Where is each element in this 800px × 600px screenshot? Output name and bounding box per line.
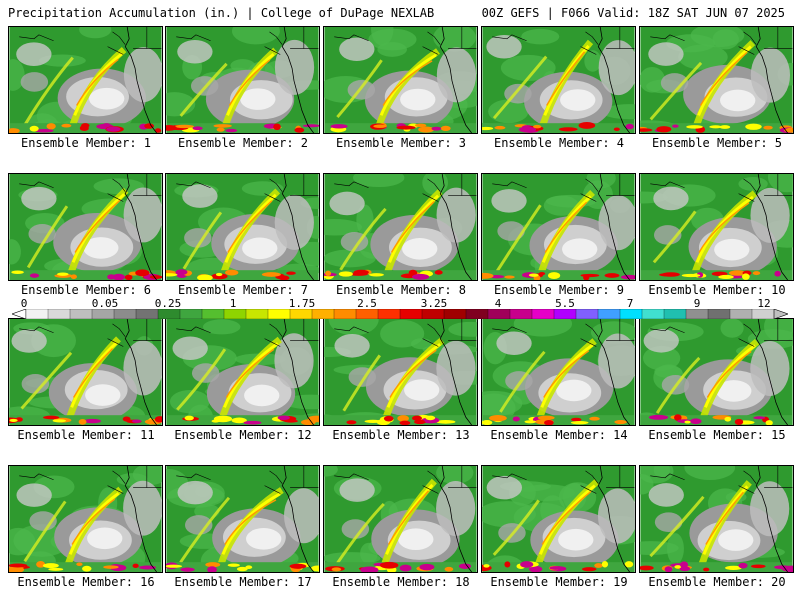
ensemble-panel	[639, 465, 794, 573]
ensemble-panel	[323, 318, 478, 426]
ensemble-member-label: Ensemble Member: 9	[493, 283, 625, 297]
precip-map	[323, 465, 478, 573]
precip-map	[639, 318, 794, 426]
ensemble-member-label: Ensemble Member: 15	[648, 428, 786, 442]
precip-map	[8, 26, 163, 134]
header: Precipitation Accumulation (in.) | Colle…	[0, 0, 800, 22]
ensemble-panel	[323, 465, 478, 573]
ensemble-panel	[481, 318, 636, 426]
precip-map	[481, 26, 636, 134]
ensemble-member-label: Ensemble Member: 13	[332, 428, 470, 442]
colorbar-tick-label: 0.05	[91, 297, 119, 310]
ensemble-member-label: Ensemble Member: 8	[335, 283, 467, 297]
colorbar-tick-label: 3.25	[420, 297, 448, 310]
precip-colorbar: 0 0.05 0.25 1 1.75 2.5 3.25 4 5.5 7 9 12	[12, 297, 788, 321]
ensemble-member-label: Ensemble Member: 10	[648, 283, 786, 297]
ensemble-member-label: Ensemble Member: 18	[332, 575, 470, 589]
ensemble-member-label: Ensemble Member: 20	[648, 575, 786, 589]
ensemble-member-label: Ensemble Member: 4	[493, 136, 625, 150]
precip-map	[165, 318, 320, 426]
precip-map	[8, 318, 163, 426]
colorbar-tick-label: 1.75	[288, 297, 316, 310]
precip-map	[8, 173, 163, 281]
precip-map	[481, 465, 636, 573]
ensemble-panel	[165, 26, 320, 134]
ensemble-panel	[165, 465, 320, 573]
ensemble-member-label: Ensemble Member: 7	[177, 283, 309, 297]
precip-map	[639, 173, 794, 281]
ensemble-panel	[8, 465, 163, 573]
ensemble-panel	[481, 465, 636, 573]
ensemble-member-label: Ensemble Member: 6	[20, 283, 152, 297]
ensemble-member-label: Ensemble Member: 12	[174, 428, 312, 442]
ensemble-panel	[8, 318, 163, 426]
precip-map	[8, 465, 163, 573]
colorbar-tick-label: 5.5	[555, 297, 575, 310]
ensemble-member-label: Ensemble Member: 2	[177, 136, 309, 150]
ensemble-panel	[639, 26, 794, 134]
ensemble-panel	[639, 173, 794, 281]
ensemble-panel	[481, 173, 636, 281]
precip-map	[639, 26, 794, 134]
colorbar-tick-label: 4	[494, 297, 502, 310]
colorbar-tick-label: 1	[229, 297, 237, 310]
ensemble-panel	[481, 26, 636, 134]
ensemble-member-label: Ensemble Member: 19	[490, 575, 628, 589]
precip-map	[481, 318, 636, 426]
colorbar-tick-label: 9	[693, 297, 701, 310]
colorbar-tick-label: 0	[20, 297, 28, 310]
run-valid-time: 00Z GEFS | F066 Valid: 18Z SAT JUN 07 20…	[481, 6, 785, 20]
ensemble-member-label: Ensemble Member: 17	[174, 575, 312, 589]
ensemble-member-label: Ensemble Member: 11	[17, 428, 155, 442]
precip-map	[165, 173, 320, 281]
ensemble-panel	[8, 26, 163, 134]
ensemble-member-label: Ensemble Member: 3	[335, 136, 467, 150]
ensemble-panel	[8, 173, 163, 281]
ensemble-panel	[165, 173, 320, 281]
colorbar-scale	[12, 309, 788, 319]
ensemble-member-label: Ensemble Member: 1	[20, 136, 152, 150]
colorbar-tick-label: 0.25	[154, 297, 182, 310]
ensemble-panel	[165, 318, 320, 426]
ensemble-member-label: Ensemble Member: 5	[651, 136, 783, 150]
colorbar-tick-label: 12	[757, 297, 771, 310]
precip-map	[481, 173, 636, 281]
ensemble-panel	[323, 26, 478, 134]
colorbar-tick-label: 7	[626, 297, 634, 310]
precip-map	[323, 26, 478, 134]
ensemble-member-label: Ensemble Member: 14	[490, 428, 628, 442]
precip-map	[323, 318, 478, 426]
precip-map	[639, 465, 794, 573]
precip-map	[165, 465, 320, 573]
page-title: Precipitation Accumulation (in.) | Colle…	[8, 6, 435, 20]
ensemble-panel	[323, 173, 478, 281]
ensemble-panel	[639, 318, 794, 426]
colorbar-tick-label: 2.5	[357, 297, 377, 310]
precip-map	[323, 173, 478, 281]
ensemble-member-label: Ensemble Member: 16	[17, 575, 155, 589]
precip-map	[165, 26, 320, 134]
